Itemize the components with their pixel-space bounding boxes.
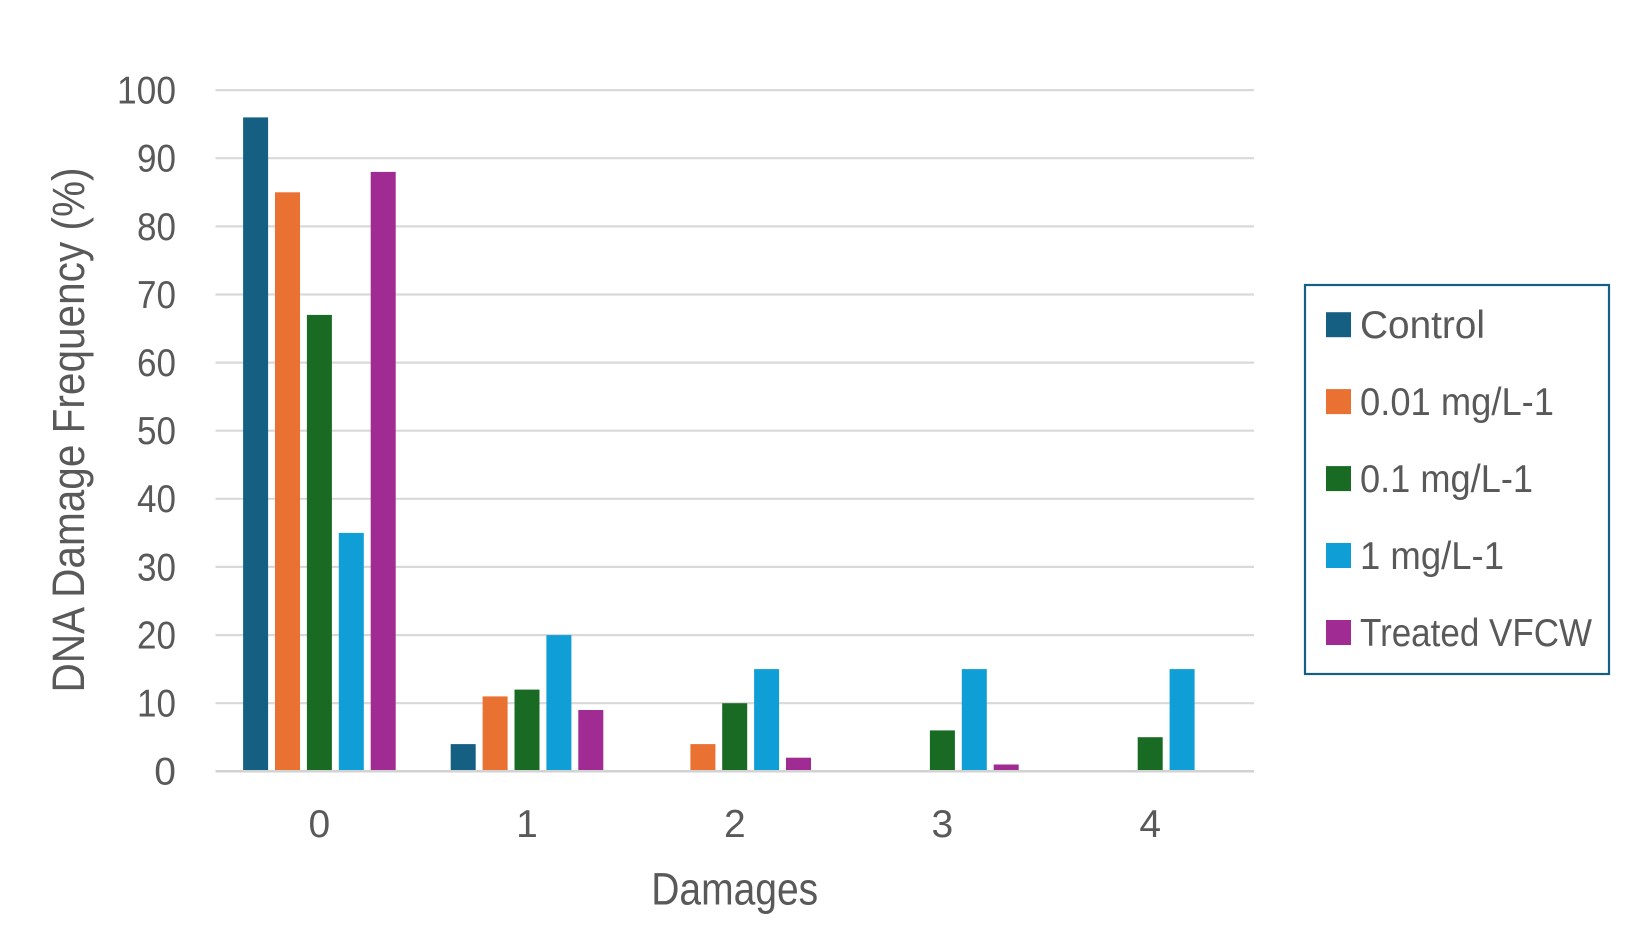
svg-text:0.01 mg/L-1: 0.01 mg/L-1 [1360, 381, 1554, 424]
svg-text:60: 60 [137, 342, 176, 385]
svg-text:1: 1 [516, 803, 538, 846]
svg-text:Control: Control [1360, 304, 1485, 347]
svg-text:80: 80 [137, 206, 176, 249]
svg-text:0: 0 [309, 803, 331, 846]
svg-text:50: 50 [137, 410, 176, 453]
svg-text:90: 90 [137, 138, 176, 181]
svg-text:DNA Damage Frequency (%): DNA Damage Frequency (%) [43, 168, 94, 693]
svg-text:10: 10 [137, 683, 176, 726]
svg-text:4: 4 [1139, 803, 1161, 846]
svg-text:40: 40 [137, 478, 176, 521]
svg-text:100: 100 [117, 70, 176, 113]
svg-text:0: 0 [154, 751, 176, 794]
svg-text:Treated VFCW: Treated VFCW [1360, 612, 1592, 655]
svg-text:Damages: Damages [651, 864, 818, 915]
svg-text:0.1 mg/L-1: 0.1 mg/L-1 [1360, 458, 1533, 501]
svg-text:1 mg/L-1: 1 mg/L-1 [1360, 535, 1504, 578]
svg-text:70: 70 [137, 274, 176, 317]
svg-text:20: 20 [137, 615, 176, 658]
svg-text:30: 30 [137, 546, 176, 589]
svg-text:2: 2 [724, 803, 746, 846]
svg-text:3: 3 [932, 803, 954, 846]
